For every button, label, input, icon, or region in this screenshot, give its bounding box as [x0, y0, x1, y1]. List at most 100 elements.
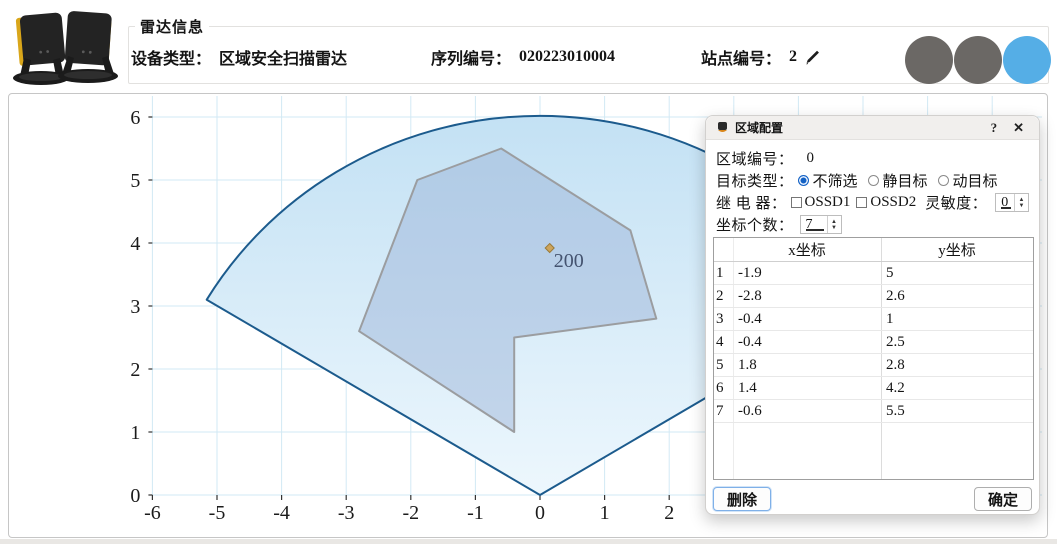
- target-type-options: 不筛选 静目标 动目标: [794, 170, 998, 191]
- zone-polygon[interactable]: [358, 147, 658, 433]
- x-value: -0.4: [738, 310, 762, 327]
- dialog-title: 区域配置: [735, 121, 784, 135]
- radio-label: 动目标: [952, 174, 998, 190]
- x-tick-label: 2: [664, 502, 674, 524]
- radio-unselected-icon[interactable]: [937, 175, 949, 186]
- coordinates-table-header: x坐标 y坐标: [714, 238, 1033, 262]
- dialog-titlebar[interactable]: 区域配置 ? ✕: [706, 116, 1039, 140]
- row-number: 7: [716, 402, 724, 419]
- serial-number-label: 序列编号：: [431, 51, 512, 68]
- stepper-arrows-icon[interactable]: ▲ ▼: [1014, 194, 1028, 211]
- y-value: 2.5: [886, 333, 905, 350]
- checkbox-OSSD2[interactable]: OSSD2: [856, 194, 916, 211]
- serial-number-value: 020223010004: [519, 48, 616, 65]
- x-tick-label: 0: [535, 502, 545, 524]
- table-row[interactable]: 6 1.4 4.2: [714, 377, 1033, 400]
- delete-button[interactable]: 删除: [713, 487, 771, 511]
- x-tick-label: 1: [600, 502, 610, 524]
- radio-selected-icon[interactable]: [797, 175, 809, 186]
- edit-pencil-icon[interactable]: [803, 49, 820, 66]
- target-type-label: 目标类型：: [716, 174, 794, 190]
- station-number-value: 2: [789, 48, 798, 65]
- coord-count-stepper[interactable]: 7 ▲ ▼: [799, 215, 842, 234]
- y-tick-label: 1: [130, 422, 140, 444]
- y-tick-label: 5: [130, 170, 140, 192]
- table-row[interactable]: 7 -0.6 5.5: [714, 400, 1033, 423]
- x-value: 1.4: [738, 379, 757, 396]
- x-tick-label: -5: [209, 502, 226, 524]
- table-row[interactable]: 2 -2.8 2.6: [714, 285, 1033, 308]
- row-number: 4: [716, 333, 724, 350]
- range-marker-label: 200: [554, 250, 584, 272]
- status-circle-2[interactable]: [954, 36, 1002, 84]
- row-number: 2: [716, 287, 724, 304]
- x-value: 1.8: [738, 356, 757, 373]
- close-icon[interactable]: ✕: [1013, 119, 1024, 135]
- y-tick-label: 2: [130, 359, 140, 381]
- radio-静目标[interactable]: 静目标: [867, 170, 928, 191]
- radar-device-image: [4, 6, 120, 90]
- coord-count-label: 坐标个数：: [716, 218, 794, 234]
- checkbox-label: OSSD1: [804, 194, 851, 210]
- status-indicator-group: [905, 36, 1051, 84]
- y-tick-label: 6: [130, 107, 140, 129]
- station-number-label: 站点编号：: [701, 51, 782, 68]
- checkbox-icon[interactable]: [790, 197, 802, 208]
- checkbox-OSSD1[interactable]: OSSD1: [790, 194, 851, 211]
- stepper-arrows-icon[interactable]: ▲ ▼: [826, 216, 841, 233]
- radar-info-groupbox: 雷达信息 设备类型： 区域安全扫描雷达 序列编号： 020223010004 站…: [128, 16, 1049, 84]
- table-row[interactable]: 3 -0.4 1: [714, 308, 1033, 331]
- coord-count-value: 7: [805, 218, 824, 232]
- checkbox-icon[interactable]: [856, 197, 868, 208]
- table-row[interactable]: 1 -1.9 5: [714, 262, 1033, 285]
- sensitivity-value: 0: [1001, 196, 1011, 210]
- panel-bottom-strip: [0, 539, 1057, 544]
- coordinates-table[interactable]: x坐标 y坐标 1 -1.9 5 2 -2.8 2.6 3 -0.4 1 4 -0.4 2.5 5 1.8…: [713, 237, 1034, 480]
- row-number: 1: [716, 264, 724, 281]
- y-value: 5: [886, 264, 894, 281]
- zone-number-value: 0: [806, 150, 815, 166]
- radio-不筛选[interactable]: 不筛选: [797, 170, 858, 191]
- range-marker-icon: [544, 242, 555, 254]
- help-button[interactable]: ?: [990, 119, 998, 135]
- table-row[interactable]: 4 -0.4 2.5: [714, 331, 1033, 354]
- row-number: 6: [716, 379, 724, 396]
- radio-动目标[interactable]: 动目标: [937, 170, 998, 191]
- y-column-header: y坐标: [938, 243, 976, 259]
- x-value: -1.9: [738, 264, 762, 281]
- radio-label: 静目标: [882, 174, 928, 190]
- row-number: 3: [716, 310, 724, 327]
- y-value: 5.5: [886, 402, 905, 419]
- x-tick-label: -4: [273, 502, 290, 524]
- y-value: 2.6: [886, 287, 905, 304]
- x-tick-label: -3: [338, 502, 355, 524]
- ok-button[interactable]: 确定: [974, 487, 1032, 511]
- status-circle-1[interactable]: [905, 36, 953, 84]
- x-tick-label: -2: [402, 502, 419, 524]
- relay-label: 继 电 器：: [716, 196, 787, 212]
- table-row[interactable]: 5 1.8 2.8: [714, 354, 1033, 377]
- radio-label: 不筛选: [812, 174, 858, 190]
- sensitivity-label: 灵敏度：: [925, 196, 988, 212]
- y-tick-label: 0: [130, 485, 140, 507]
- y-value: 4.2: [886, 379, 905, 396]
- checkbox-label: OSSD2: [870, 194, 917, 210]
- coordinates-table-body: 1 -1.9 5 2 -2.8 2.6 3 -0.4 1 4 -0.4 2.5 5 1.8 2.8 6 1.4 4…: [714, 262, 1033, 423]
- device-type-label: 设备类型：: [131, 51, 212, 68]
- radar-info-title: 雷达信息: [135, 16, 210, 37]
- relay-options: OSSD1 OSSD2: [787, 194, 916, 211]
- y-value: 2.8: [886, 356, 905, 373]
- zone-config-dialog: 区域配置 ? ✕ 区域编号： 0 目标类型： 不筛选 静目标 动目标 继 电 器： …: [705, 115, 1040, 515]
- x-tick-label: -1: [467, 502, 484, 524]
- x-tick-label: -6: [144, 502, 161, 524]
- zone-number-label: 区域编号：: [716, 152, 794, 168]
- x-column-header: x坐标: [788, 243, 826, 259]
- row-number: 5: [716, 356, 724, 373]
- y-value: 1: [886, 310, 894, 327]
- radio-unselected-icon[interactable]: [867, 175, 879, 186]
- y-tick-label: 4: [130, 233, 140, 255]
- y-tick-label: 3: [130, 296, 140, 318]
- sensitivity-stepper[interactable]: 0 ▲ ▼: [995, 193, 1029, 212]
- x-value: -2.8: [738, 287, 762, 304]
- status-circle-3[interactable]: [1003, 36, 1051, 84]
